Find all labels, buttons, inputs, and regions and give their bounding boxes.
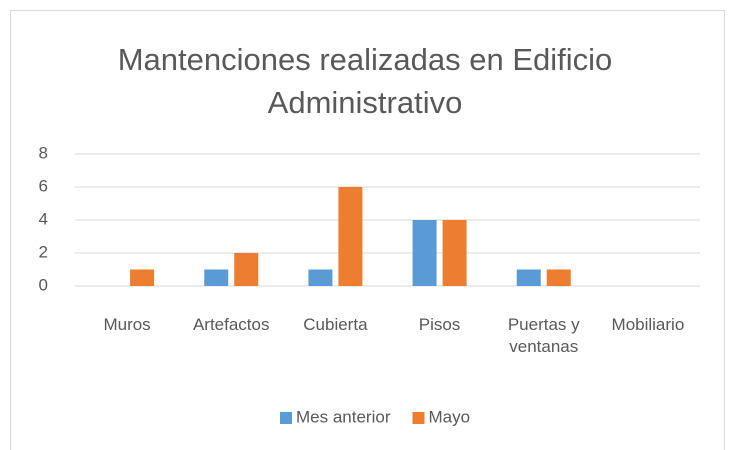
- x-tick-label: Puertas y ventanas: [507, 315, 580, 356]
- y-tick-label: 0: [39, 275, 48, 294]
- bar: [204, 269, 229, 286]
- bar: [516, 269, 541, 286]
- legend-swatch: [412, 412, 425, 424]
- x-tick-label: Pisos: [418, 315, 461, 334]
- bar: [442, 220, 467, 286]
- bar: [130, 269, 155, 286]
- legend-swatch: [280, 412, 292, 424]
- chart-border: [10, 10, 725, 450]
- legend-label: Mes anterior: [296, 407, 391, 426]
- bar: [338, 187, 363, 286]
- y-tick-label: 6: [39, 176, 48, 195]
- bar: [412, 220, 437, 286]
- x-tick-label: Mobiliario: [611, 315, 685, 334]
- x-tick-label: Artefactos: [192, 315, 270, 334]
- legend-label: Mayo: [428, 407, 470, 426]
- y-tick-label: 4: [39, 209, 48, 228]
- y-tick-label: 2: [39, 242, 48, 261]
- bar: [308, 269, 333, 286]
- bar: [546, 269, 571, 286]
- bar: [234, 253, 259, 286]
- x-tick-label: Cubierta: [303, 315, 368, 334]
- y-tick-label: 8: [39, 143, 48, 162]
- chart-title: Mantenciones realizadas en Edificio Admi…: [117, 42, 613, 120]
- x-tick-label: Muros: [103, 315, 151, 334]
